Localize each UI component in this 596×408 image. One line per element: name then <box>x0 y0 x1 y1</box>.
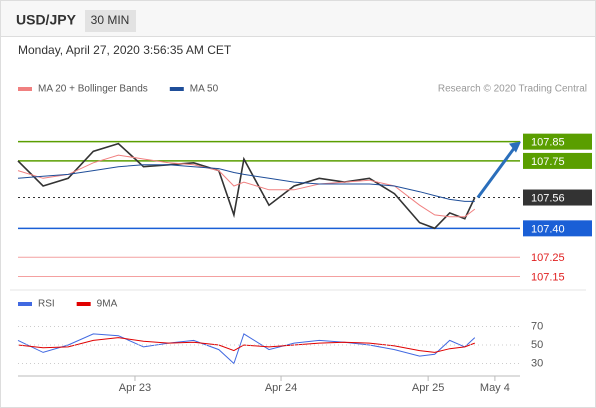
series-line <box>17 142 476 230</box>
level-label: 107.25 <box>531 252 565 264</box>
level-box <box>523 189 592 206</box>
y-tick-label: 30 <box>531 357 543 369</box>
y-tick-label: 50 <box>531 339 543 351</box>
level-label: 107.85 <box>531 137 565 149</box>
series-line <box>17 333 476 365</box>
x-tick-label: May 4 <box>480 382 510 394</box>
legend-swatch <box>18 87 32 91</box>
legend-label: RSI <box>38 299 55 310</box>
legend-swatch <box>76 302 91 306</box>
y-tick-label: 70 <box>531 320 543 332</box>
x-tick-label: Apr 23 <box>119 382 151 394</box>
legend-swatch <box>18 302 32 306</box>
level-label: 107.40 <box>531 223 565 235</box>
level-box <box>523 220 592 237</box>
legend-label: 9MA <box>97 299 118 310</box>
legend-label: MA 50 <box>190 84 219 95</box>
series-line <box>17 154 476 218</box>
legend-swatch <box>169 87 184 91</box>
level-box <box>523 152 592 169</box>
forecast-arrow <box>476 144 518 199</box>
level-label: 107.56 <box>531 192 565 204</box>
timeframe: 30 MIN <box>91 13 130 27</box>
arrow-head <box>509 141 521 153</box>
level-label: 107.75 <box>531 156 565 168</box>
series-line <box>17 164 475 202</box>
x-tick-label: Apr 25 <box>412 382 444 394</box>
level-box <box>523 133 592 150</box>
series-line <box>17 337 475 353</box>
level-label: 107.15 <box>531 271 565 283</box>
x-tick-label: Apr 24 <box>265 382 297 394</box>
title: USD/JPY <box>16 12 77 28</box>
timeframe-box <box>85 10 136 32</box>
legend-label: MA 20 + Bollinger Bands <box>38 84 148 95</box>
source: Research © 2020 Trading Central <box>438 84 587 95</box>
subtitle: Monday, April 27, 2020 3:56:35 AM CET <box>18 43 232 57</box>
